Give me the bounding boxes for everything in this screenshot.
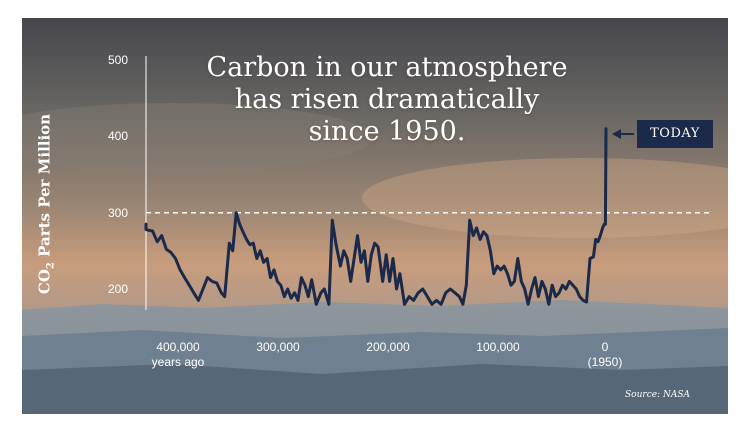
y-axis-title-subscript: 2 [45, 262, 57, 270]
title-line-1: Carbon in our atmosphere [206, 52, 568, 83]
x-tick-label-400000: 400,000 years ago [128, 340, 228, 370]
co2-series-line [144, 127, 608, 306]
x-tick-value: 0 [601, 340, 609, 354]
y-tick-label: 400 [107, 129, 128, 143]
title-line-3: since 1950. [308, 116, 466, 147]
source-note: Source: NASA [625, 390, 690, 400]
background-image [22, 18, 728, 414]
x-tick-value: 100,000 [476, 340, 520, 354]
y-axis-title: CO2 Parts Per Million [36, 114, 57, 294]
co2-line-chart [144, 56, 712, 310]
x-tick-label-100000: 100,000 [448, 340, 548, 355]
y-tick-label: 500 [107, 53, 128, 67]
x-tick-value: 200,000 [366, 340, 410, 354]
x-tick-label-0: 0 (1950) [555, 340, 655, 370]
x-tick-label-200000: 200,000 [338, 340, 438, 355]
x-tick-value: 400,000 [156, 340, 200, 354]
today-badge: TODAY [637, 120, 713, 148]
x-tick-label-300000: 300,000 [228, 340, 328, 355]
title-line-2: has risen dramatically [234, 84, 540, 115]
chart-card: Carbon in our atmosphere has risen drama… [22, 18, 728, 414]
y-axis-title-co: CO [35, 269, 54, 295]
x-tick-caption: years ago [151, 355, 205, 369]
x-tick-caption: (1950) [587, 355, 623, 369]
x-tick-value: 300,000 [256, 340, 300, 354]
y-axis-title-rest: Parts Per Million [35, 113, 54, 263]
today-arrow-head [612, 129, 621, 139]
y-tick-label: 300 [107, 206, 128, 220]
y-tick-label: 200 [107, 282, 128, 296]
